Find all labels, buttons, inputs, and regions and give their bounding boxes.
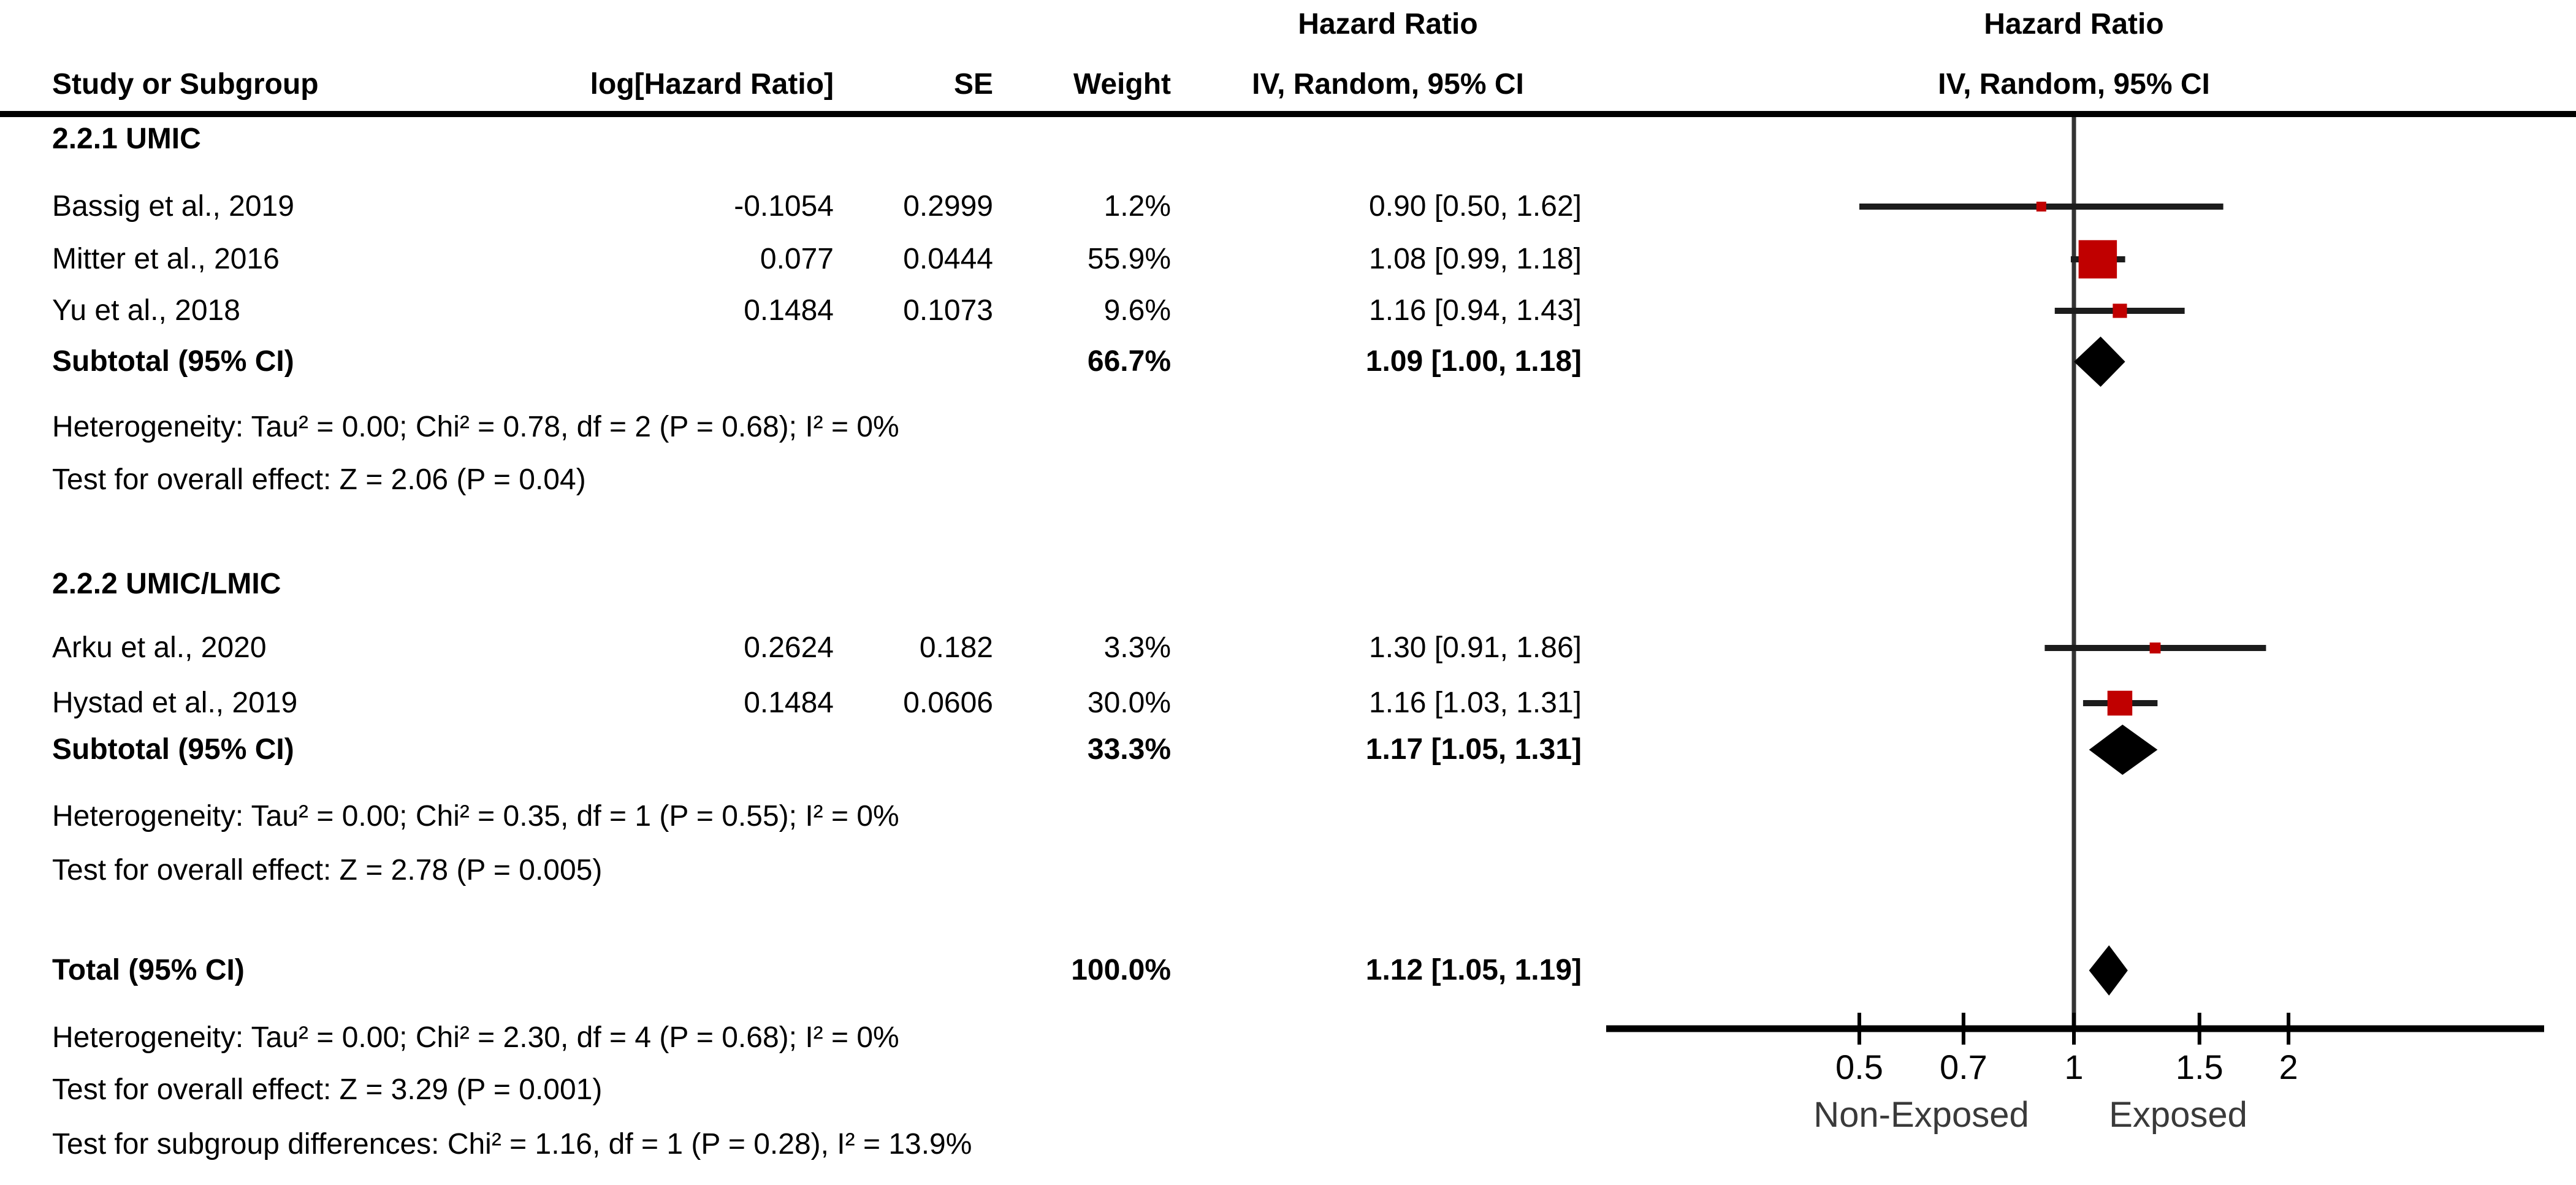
study-se: 0.1073 <box>903 294 993 327</box>
study-ci: 0.90 [0.50, 1.62] <box>1369 190 1582 223</box>
subtotal-weight: 66.7% <box>1087 345 1171 378</box>
study-se: 0.182 <box>919 631 993 664</box>
overall-effect-note: Test for overall effect: Z = 3.29 (P = 0… <box>0 1063 2576 1117</box>
study-weight: 3.3% <box>1103 631 1171 664</box>
effect-square <box>2113 303 2127 318</box>
study-row: Arku et al., 2020 0.2624 0.182 3.3% 1.30… <box>0 621 2576 675</box>
table-header-row-1: Hazard Ratio Hazard Ratio <box>0 0 2576 51</box>
subgroup-differences-text: Test for subgroup differences: Chi² = 1.… <box>52 1128 972 1160</box>
subtotal-diamond <box>2089 725 2158 775</box>
favours-left-label: Non-Exposed <box>1813 1095 2029 1135</box>
column-header-effect: Hazard Ratio <box>1298 8 1478 40</box>
study-ci: 1.08 [0.99, 1.18] <box>1369 243 1582 275</box>
total-diamond <box>2089 945 2128 996</box>
subtotal-row: Subtotal (95% CI) 66.7% 1.09 [1.00, 1.18… <box>0 335 2576 389</box>
column-header-ci: IV, Random, 95% CI <box>1252 68 1524 101</box>
subtotal-weight: 33.3% <box>1087 733 1171 766</box>
overall-effect-note: Test for overall effect: Z = 2.78 (P = 0… <box>0 844 2576 897</box>
effect-square <box>2036 201 2046 212</box>
subtotal-ci: 1.17 [1.05, 1.31] <box>1365 733 1582 766</box>
study-label: Mitter et al., 2016 <box>52 243 280 275</box>
subgroup-heading: 2.2.1 UMIC <box>0 112 2576 166</box>
study-row: Bassig et al., 2019 -0.1054 0.2999 1.2% … <box>0 180 2576 234</box>
study-loghr: 0.2624 <box>744 631 834 664</box>
study-label: Arku et al., 2020 <box>52 631 267 664</box>
tick-label: 2 <box>2279 1048 2298 1086</box>
study-row: Mitter et al., 2016 0.077 0.0444 55.9% 1… <box>0 232 2576 286</box>
study-ci: 1.30 [0.91, 1.86] <box>1369 631 1582 664</box>
study-weight: 30.0% <box>1087 687 1171 719</box>
total-ci: 1.12 [1.05, 1.19] <box>1365 954 1582 986</box>
total-weight: 100.0% <box>1071 954 1171 986</box>
study-loghr: -0.1054 <box>734 190 834 223</box>
heterogeneity-note: Heterogeneity: Tau² = 0.00; Chi² = 0.78,… <box>0 400 2576 454</box>
study-weight: 1.2% <box>1103 190 1171 223</box>
heterogeneity-note: Heterogeneity: Tau² = 0.00; Chi² = 2.30,… <box>0 1011 2576 1065</box>
study-se: 0.0444 <box>903 243 993 275</box>
study-weight: 9.6% <box>1103 294 1171 327</box>
study-row: Yu et al., 2018 0.1484 0.1073 9.6% 1.16 … <box>0 284 2576 338</box>
heterogeneity-text: Heterogeneity: Tau² = 0.00; Chi² = 2.30,… <box>52 1021 899 1054</box>
overall-effect-text: Test for overall effect: Z = 2.78 (P = 0… <box>52 854 603 886</box>
tick-label: 1 <box>2064 1048 2083 1086</box>
study-label: Bassig et al., 2019 <box>52 190 294 223</box>
tick-label: 0.7 <box>1940 1048 1987 1086</box>
tick-label: 0.5 <box>1835 1048 1883 1086</box>
overall-effect-note: Test for overall effect: Z = 2.06 (P = 0… <box>0 453 2576 507</box>
plot-header-effect: Hazard Ratio <box>1984 8 2164 40</box>
effect-square <box>2078 240 2117 279</box>
effect-square <box>2149 642 2161 653</box>
subtotal-ci: 1.09 [1.00, 1.18] <box>1365 345 1582 378</box>
subtotal-label: Subtotal (95% CI) <box>52 345 294 378</box>
subgroup-heading: 2.2.2 UMIC/LMIC <box>0 557 2576 611</box>
plot-header-ci: IV, Random, 95% CI <box>1938 68 2210 101</box>
subtotal-row: Subtotal (95% CI) 33.3% 1.17 [1.05, 1.31… <box>0 723 2576 777</box>
column-header-weight: Weight <box>1073 68 1171 101</box>
column-header-loghr: log[Hazard Ratio] <box>590 68 834 101</box>
total-label: Total (95% CI) <box>52 954 245 986</box>
study-loghr: 0.077 <box>760 243 834 275</box>
study-se: 0.0606 <box>903 687 993 719</box>
overall-effect-text: Test for overall effect: Z = 3.29 (P = 0… <box>52 1073 603 1106</box>
subgroup-title: 2.2.1 UMIC <box>52 123 201 155</box>
subgroup-differences-note: Test for subgroup differences: Chi² = 1.… <box>0 1118 2576 1172</box>
study-label: Hystad et al., 2019 <box>52 687 298 719</box>
study-row: Hystad et al., 2019 0.1484 0.0606 30.0% … <box>0 676 2576 730</box>
effect-square <box>2107 690 2133 716</box>
column-header-se: SE <box>953 68 993 101</box>
study-weight: 55.9% <box>1087 243 1171 275</box>
overall-effect-text: Test for overall effect: Z = 2.06 (P = 0… <box>52 463 586 496</box>
table-header-row-2: Study or Subgroup log[Hazard Ratio] SE W… <box>0 58 2576 112</box>
study-loghr: 0.1484 <box>744 687 834 719</box>
study-loghr: 0.1484 <box>744 294 834 327</box>
heterogeneity-text: Heterogeneity: Tau² = 0.00; Chi² = 0.35,… <box>52 800 899 833</box>
study-se: 0.2999 <box>903 190 993 223</box>
study-ci: 1.16 [1.03, 1.31] <box>1369 687 1582 719</box>
subtotal-label: Subtotal (95% CI) <box>52 733 294 766</box>
study-label: Yu et al., 2018 <box>52 294 240 327</box>
study-ci: 1.16 [0.94, 1.43] <box>1369 294 1582 327</box>
total-row: Total (95% CI) 100.0% 1.12 [1.05, 1.19] <box>0 943 2576 997</box>
column-header-study: Study or Subgroup <box>52 68 319 101</box>
subtotal-diamond <box>2074 337 2125 387</box>
tick-label: 1.5 <box>2176 1048 2224 1086</box>
heterogeneity-text: Heterogeneity: Tau² = 0.00; Chi² = 0.78,… <box>52 411 899 443</box>
favours-right-label: Exposed <box>2109 1095 2247 1135</box>
heterogeneity-note: Heterogeneity: Tau² = 0.00; Chi² = 0.35,… <box>0 790 2576 844</box>
header-rule <box>0 111 2576 117</box>
subgroup-title: 2.2.2 UMIC/LMIC <box>52 568 281 600</box>
